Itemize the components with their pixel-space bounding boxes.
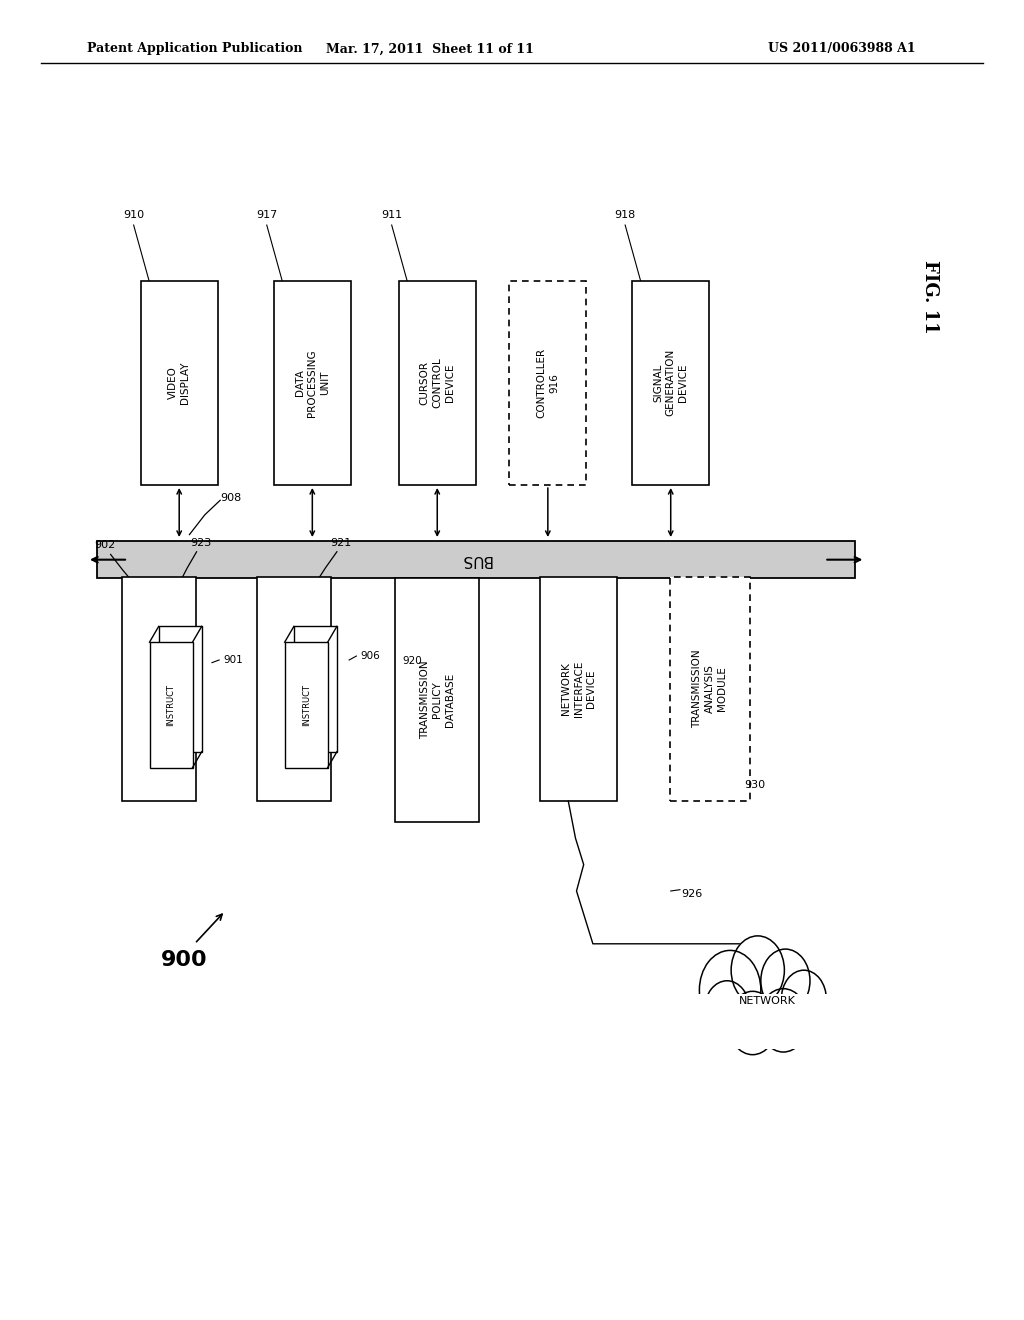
Text: 910: 910 [123,210,144,219]
Text: 930: 930 [744,780,766,791]
Bar [399,281,475,486]
Bar [696,994,835,1049]
Circle shape [781,970,826,1028]
Bar [140,281,217,486]
Text: 901: 901 [223,655,243,665]
Bar [97,541,855,578]
Text: 906: 906 [360,651,380,661]
Bar [150,643,193,768]
Circle shape [731,936,784,1005]
Bar [510,281,586,486]
Text: CONTROLLER
916: CONTROLLER 916 [537,347,559,418]
Text: TRANSMISSION
POLICY
DATABASE: TRANSMISSION POLICY DATABASE [420,660,455,739]
Text: DATA
PROCESSING
UNIT: DATA PROCESSING UNIT [295,348,330,417]
Bar [159,627,202,752]
Bar [122,577,196,801]
Bar [257,577,331,801]
Text: Mar. 17, 2011  Sheet 11 of 11: Mar. 17, 2011 Sheet 11 of 11 [326,42,535,55]
Text: US 2011/0063988 A1: US 2011/0063988 A1 [768,42,915,55]
Text: INSTRUCT: INSTRUCT [167,684,175,726]
Circle shape [761,949,810,1012]
Text: BUS: BUS [461,552,492,568]
Text: 923: 923 [190,537,211,548]
Text: Patent Application Publication: Patent Application Publication [87,42,302,55]
Bar [294,627,337,752]
Text: 917: 917 [256,210,278,219]
Bar [395,578,479,821]
Text: CURSOR
CONTROL
DEVICE: CURSOR CONTROL DEVICE [420,358,455,408]
Circle shape [728,991,777,1055]
Text: 921: 921 [331,537,351,548]
Text: 900: 900 [161,949,208,970]
Text: 920: 920 [402,656,422,667]
Text: 902: 902 [94,540,115,550]
Text: PROCESSOR: PROCESSOR [154,657,164,721]
Text: SIGNAL
GENERATION
DEVICE: SIGNAL GENERATION DEVICE [653,350,688,416]
Text: INSTRUCT: INSTRUCT [302,684,310,726]
Text: 926: 926 [681,888,702,899]
Text: 911: 911 [381,210,402,219]
Bar [541,577,616,801]
Text: MAIN MEMORY: MAIN MEMORY [289,651,299,727]
Text: TRANSMISSION
ANALYSIS
MODULE: TRANSMISSION ANALYSIS MODULE [692,649,727,729]
Text: NETWORK
INTERFACE
DEVICE: NETWORK INTERFACE DEVICE [561,661,596,717]
Bar [285,643,328,768]
Circle shape [699,950,761,1030]
Text: 918: 918 [614,210,636,219]
Text: VIDEO
DISPLAY: VIDEO DISPLAY [168,362,190,404]
Bar [670,577,750,801]
Bar [274,281,350,486]
Text: FIG. 11: FIG. 11 [921,260,939,334]
Text: NETWORK: NETWORK [738,995,796,1006]
Text: 908: 908 [220,492,242,503]
Circle shape [759,989,808,1052]
Circle shape [705,981,750,1039]
Bar [633,281,709,486]
